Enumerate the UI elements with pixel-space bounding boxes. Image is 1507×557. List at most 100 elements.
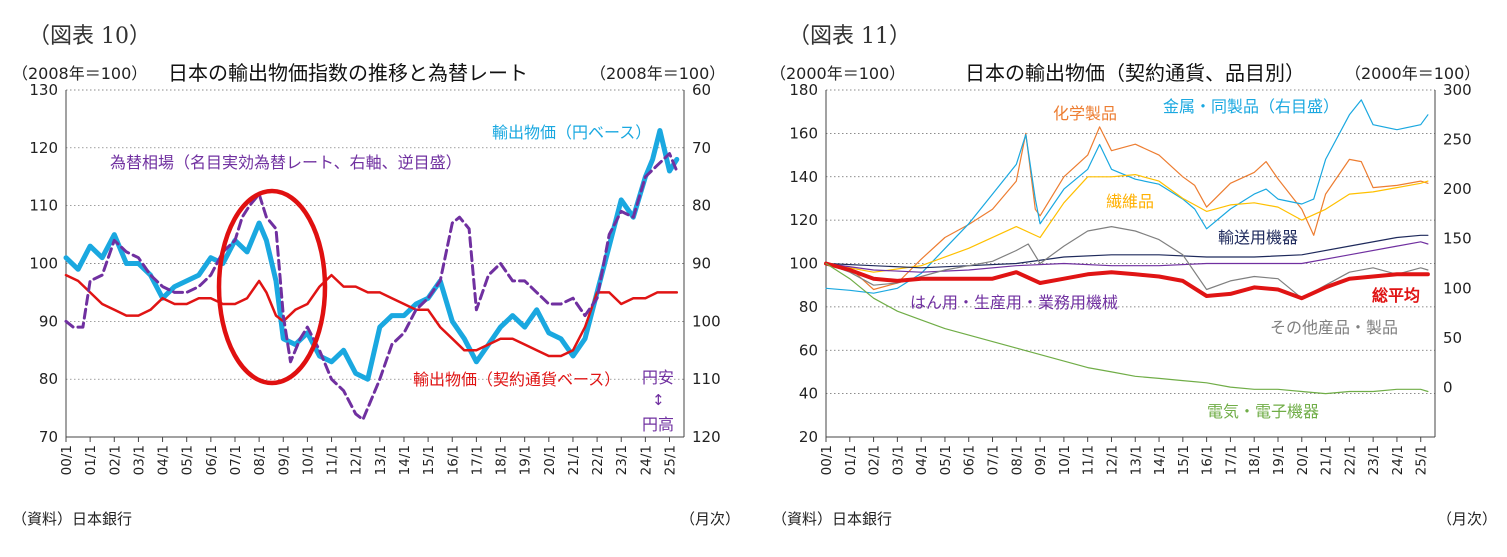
figure-10-chart: 70 80 90 100 110 120 130 60 70 80 90 100 110 120 00/1 0… (29, 81, 721, 475)
x-tick-label: 15/1 (1176, 445, 1192, 475)
label-yen-weak: 円安 (642, 368, 674, 387)
x-tick-label: 11/1 (1081, 445, 1097, 475)
figure-10-source: （資料）日本銀行 (12, 510, 133, 528)
label-metals: 金属・同製品（右目盛） (1163, 97, 1339, 116)
y2-tick-label: 120 (692, 428, 721, 446)
x-tick-label: 15/1 (421, 445, 437, 475)
x-tick-label: 16/1 (1200, 445, 1216, 475)
y-tick-label: 120 (29, 139, 58, 157)
figure-11-right-unit: （2000年＝100） (1345, 64, 1481, 83)
y2-tick-label: 150 (1443, 230, 1472, 248)
x-tick-label: 03/1 (890, 445, 906, 475)
y-tick-label: 180 (789, 81, 818, 99)
label-yen-strong: 円高 (642, 415, 674, 434)
label-other: その他産品・製品 (1270, 318, 1398, 337)
x-tick-label: 06/1 (962, 445, 978, 475)
series-line (825, 126, 1429, 291)
x-tick-label: 21/1 (1319, 445, 1335, 475)
figure-10-frequency: （月次） (680, 510, 741, 528)
series-line (63, 128, 680, 382)
y-tick-label: 60 (799, 341, 818, 359)
x-tick-label: 25/1 (663, 445, 679, 475)
x-tick-label: 03/1 (131, 445, 147, 475)
x-tick-label: 06/1 (204, 445, 220, 475)
y2-tick-label: 60 (692, 81, 711, 99)
y2-tick-label: 70 (692, 139, 711, 157)
arrow-updown: ↕ (652, 391, 665, 409)
x-tick-label: 24/1 (1390, 445, 1406, 475)
x-tick-label: 13/1 (1128, 445, 1144, 475)
x-tick-label: 10/1 (1057, 445, 1073, 475)
y2-tick-label: 100 (1443, 279, 1472, 297)
x-tick-label: 19/1 (518, 445, 534, 475)
x-tick-label: 21/1 (566, 445, 582, 475)
y2-tick-label: 250 (1443, 131, 1472, 149)
label-chemicals: 化学製品 (1053, 104, 1117, 123)
y2-tick-label: 80 (692, 197, 711, 215)
y-tick-label: 130 (29, 81, 58, 99)
x-tick-label: 24/1 (638, 445, 654, 475)
y-tick-label: 90 (39, 312, 58, 330)
figure-11-label: （図表 11） (788, 24, 911, 49)
y2-tick-label: 100 (692, 312, 721, 330)
figure-10-right-unit: （2008年＝100） (590, 64, 726, 83)
x-tick-label: 00/1 (819, 445, 835, 475)
series-line (825, 262, 1429, 395)
x-tick-label: 13/1 (373, 445, 389, 475)
y-tick-label: 160 (789, 124, 818, 142)
x-tick-label: 20/1 (1295, 445, 1311, 475)
label-transport: 輸送用機器 (1218, 228, 1298, 247)
x-tick-label: 01/1 (843, 445, 859, 475)
x-tick-label: 14/1 (1152, 445, 1168, 475)
y-tick-label: 70 (39, 428, 58, 446)
y2-tick-label: 0 (1443, 378, 1453, 396)
series-line (825, 241, 1429, 273)
x-tick-label: 05/1 (938, 445, 954, 475)
series-line (64, 273, 679, 358)
figure-10-panel: （図表 10） （2008年＝100） 日本の輸出物価指数の推移と為替レート （… (0, 0, 750, 557)
label-total-average: 総平均 (1372, 286, 1420, 305)
y-tick-label: 20 (799, 428, 818, 446)
figure-11-source: （資料）日本銀行 (772, 510, 893, 528)
x-tick-label: 18/1 (494, 445, 510, 475)
x-tick-label: 17/1 (1223, 445, 1239, 475)
series-line (64, 152, 679, 422)
x-tick-label: 00/1 (59, 445, 75, 475)
figure-10-left-unit: （2008年＝100） (12, 64, 148, 83)
x-tick-label: 11/1 (325, 445, 341, 475)
series-line (825, 174, 1429, 273)
y-tick-label: 40 (799, 385, 818, 403)
x-tick-label: 02/1 (107, 445, 123, 475)
x-tick-label: 07/1 (986, 445, 1002, 475)
label-contract-currency: 輸出物価（契約通貨ベース） (413, 370, 620, 389)
x-tick-label: 07/1 (228, 445, 244, 475)
x-tick-label: 22/1 (590, 445, 606, 475)
x-tick-label: 18/1 (1247, 445, 1263, 475)
x-tick-label: 20/1 (542, 445, 558, 475)
x-tick-label: 08/1 (252, 445, 268, 475)
y-tick-label: 100 (789, 255, 818, 273)
figure-11-left-unit: （2000年＝100） (770, 64, 906, 83)
figure-11-frequency: （月次） (1437, 510, 1498, 528)
x-tick-label: 17/1 (469, 445, 485, 475)
x-tick-label: 01/1 (83, 445, 99, 475)
y-tick-label: 110 (29, 197, 58, 215)
series-line (825, 226, 1429, 299)
figure-11-panel: （図表 11） （2000年＝100） 日本の輸出物価（契約通貨、品目別） （2… (760, 0, 1507, 557)
label-jpy-basis: 輸出物価（円ベース） (492, 123, 651, 142)
x-tick-label: 25/1 (1414, 445, 1430, 475)
x-tick-label: 12/1 (1104, 445, 1120, 475)
x-tick-label: 23/1 (1366, 445, 1382, 475)
y2-tick-label: 200 (1443, 180, 1472, 198)
y-tick-label: 80 (799, 298, 818, 316)
y-tick-label: 80 (39, 370, 58, 388)
series-line (824, 261, 1430, 301)
x-tick-label: 14/1 (397, 445, 413, 475)
label-textiles: 繊維品 (1106, 192, 1154, 211)
x-tick-label: 19/1 (1271, 445, 1287, 475)
x-tick-label: 12/1 (349, 445, 365, 475)
label-exchange-rate: 為替相場（名目実効為替レート、右軸、逆目盛） (110, 153, 462, 172)
series-line (825, 99, 1429, 294)
figure-11-title: 日本の輸出物価（契約通貨、品目別） (965, 61, 1305, 85)
y-tick-label: 120 (789, 211, 818, 229)
